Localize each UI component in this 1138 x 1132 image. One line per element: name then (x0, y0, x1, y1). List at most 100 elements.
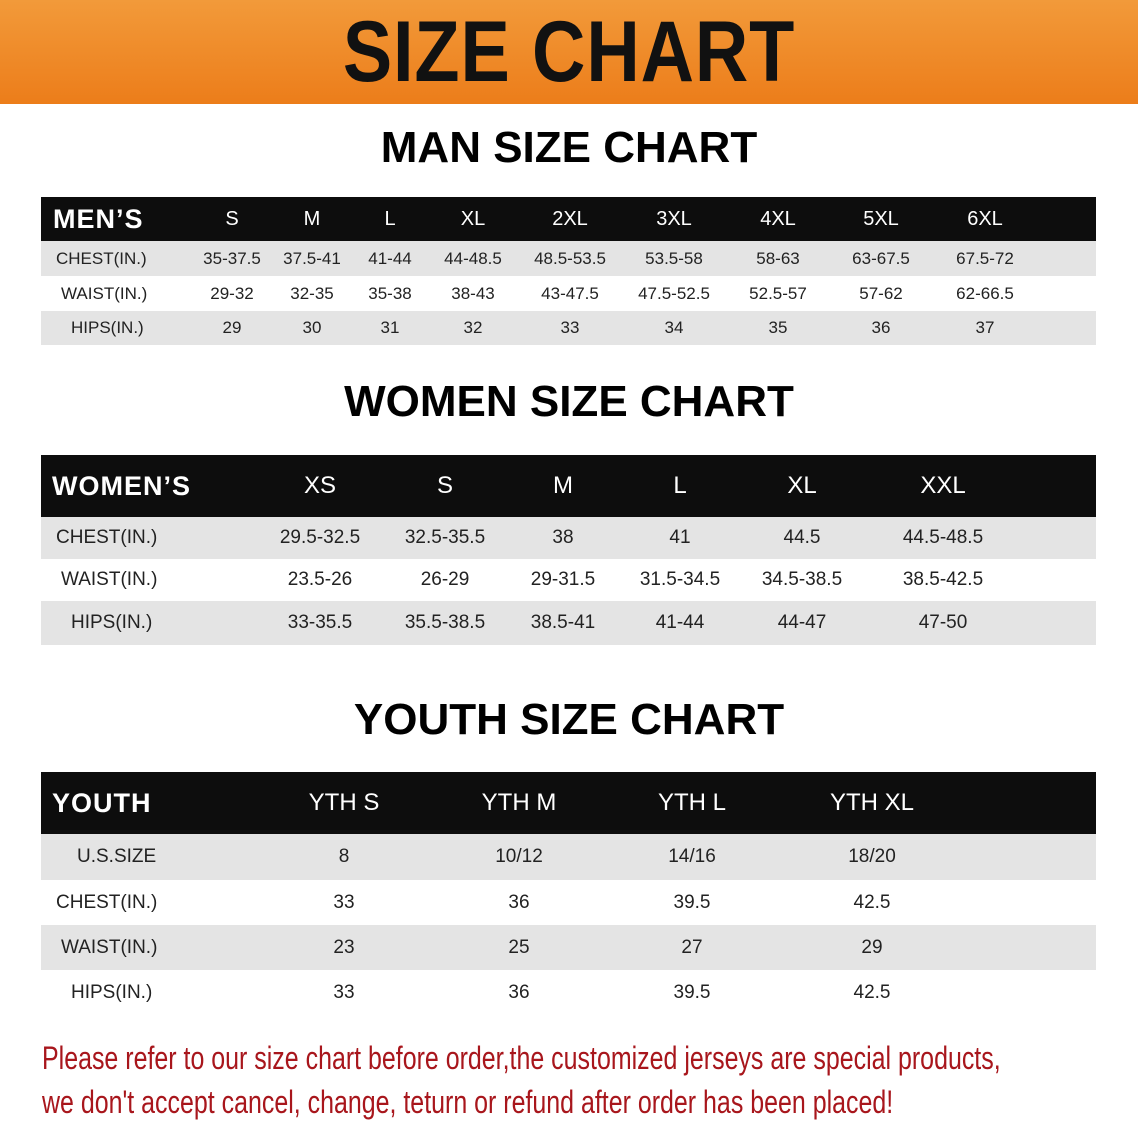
measurement-label: U.S.SIZE (77, 846, 157, 867)
table-cell: 32-35 (290, 283, 334, 303)
banner: SIZE CHART (0, 0, 1138, 104)
table-header-row: WOMEN’S XS S M L XL XXL (41, 455, 1096, 517)
women-heading: WOMEN SIZE CHART (344, 377, 794, 426)
table-title-cell: WOMEN’S (52, 470, 191, 501)
measurement-label: CHEST(IN.) (56, 527, 158, 548)
table-cell: 31.5-34.5 (639, 569, 721, 590)
table-cell: 29 (861, 936, 883, 958)
table-cell: 44-48.5 (444, 248, 502, 268)
table-row: CHEST(IN.) 33 36 39.5 42.5 (41, 880, 1096, 925)
table-cell: 35-38 (368, 283, 412, 303)
table-cell: 33-35.5 (287, 612, 353, 633)
table-cell: 30 (302, 318, 322, 337)
table-cell: 57-62 (859, 283, 903, 303)
measurement-label: WAIST(IN.) (61, 936, 158, 958)
size-header-cell: YTH M (481, 789, 557, 816)
size-header-cell: XS (303, 472, 337, 499)
table-cell: 48.5-53.5 (534, 248, 606, 268)
table-row: CHEST(IN.) 35-37.5 37.5-41 41-44 44-48.5 48.5… (41, 241, 1096, 276)
table-title-cell: YOUTH (52, 787, 152, 818)
table-cell: 41-44 (655, 612, 705, 633)
measurement-label: CHEST(IN.) (56, 891, 158, 913)
size-header-cell: XL (787, 472, 817, 499)
policy-note-line-2: we don't accept cancel, change, teturn o… (42, 1084, 894, 1120)
table-cell: 42.5 (853, 981, 891, 1003)
table-cell: 41-44 (368, 248, 412, 268)
table-cell: 35.5-38.5 (404, 612, 486, 633)
table-row: HIPS(IN.) 29 30 31 32 33 34 35 36 37 (41, 311, 1096, 345)
table-cell: 32.5-35.5 (404, 527, 486, 548)
table-cell: 38-43 (451, 283, 495, 303)
size-header-cell: 5XL (863, 207, 899, 230)
table-cell: 33 (333, 981, 355, 1003)
table-cell: 44.5 (783, 527, 821, 548)
table-cell: 29-32 (210, 283, 254, 303)
measurement-label: HIPS(IN.) (71, 612, 153, 633)
measurement-label: HIPS(IN.) (71, 981, 153, 1003)
policy-note-line-1: Please refer to our size chart before or… (42, 1040, 1001, 1076)
table-cell: 36 (508, 891, 530, 913)
size-header-cell: 3XL (656, 207, 692, 230)
men-size-table: MEN’S S M L XL 2XL 3XL 4XL 5XL 6XL CHEST(IN.) 35-37… (41, 197, 1096, 345)
table-cell: 29 (222, 318, 242, 337)
table-row: WAIST(IN.) 23.5-26 26-29 29-31.5 31.5-34.5 34… (41, 559, 1096, 601)
table-row: CHEST(IN.) 29.5-32.5 32.5-35.5 38 41 44.5 44.5… (41, 517, 1096, 559)
table-cell: 38.5-42.5 (902, 569, 984, 590)
table-cell: 63-67.5 (852, 248, 910, 268)
table-header-row: MEN’S S M L XL 2XL 3XL 4XL 5XL 6XL (41, 197, 1096, 241)
size-header-cell: XXL (920, 472, 966, 499)
table-cell: 58-63 (756, 248, 800, 268)
table-cell: 43-47.5 (541, 283, 599, 303)
table-cell: 29.5-32.5 (279, 527, 361, 548)
size-header-cell: L (384, 207, 396, 230)
table-cell: 35-37.5 (203, 248, 261, 268)
size-header-cell: L (673, 472, 687, 499)
table-cell: 37 (975, 318, 995, 337)
table-row: HIPS(IN.) 33-35.5 35.5-38.5 38.5-41 41-44 44-… (41, 601, 1096, 645)
table-cell: 47.5-52.5 (638, 283, 710, 303)
table-cell: 31 (380, 318, 400, 337)
table-cell: 38.5-41 (530, 612, 596, 633)
table-cell: 44-47 (777, 612, 827, 633)
table-cell: 67.5-72 (956, 248, 1014, 268)
youth-heading: YOUTH SIZE CHART (353, 695, 785, 744)
table-cell: 62-66.5 (956, 283, 1014, 303)
table-cell: 25 (508, 936, 530, 958)
table-cell: 52.5-57 (749, 283, 807, 303)
table-cell: 47-50 (918, 612, 968, 633)
table-cell: 14/16 (668, 846, 716, 867)
table-title-cell: MEN’S (53, 203, 144, 234)
table-cell: 32 (463, 318, 483, 337)
table-cell: 38 (552, 527, 574, 548)
table-row: HIPS(IN.) 33 36 39.5 42.5 (41, 970, 1096, 1015)
size-header-cell: XL (460, 207, 486, 230)
table-cell: 33 (333, 891, 355, 913)
size-header-cell: M (303, 207, 321, 230)
size-header-cell: YTH XL (829, 789, 915, 816)
table-cell: 23.5-26 (287, 569, 353, 590)
table-cell: 33 (560, 318, 580, 337)
size-header-cell: S (225, 207, 239, 230)
size-header-cell: M (553, 472, 573, 499)
measurement-label: WAIST(IN.) (61, 569, 158, 590)
table-row: U.S.SIZE 8 10/12 14/16 18/20 (41, 834, 1096, 880)
table-cell: 18/20 (848, 846, 896, 867)
women-size-table: WOMEN’S XS S M L XL XXL CHEST(IN.) 29.5-32.5 32.5… (41, 455, 1096, 645)
table-cell: 34.5-38.5 (761, 569, 843, 590)
men-heading: MAN SIZE CHART (380, 123, 758, 172)
measurement-label: CHEST(IN.) (56, 248, 147, 268)
measurement-label: HIPS(IN.) (71, 318, 144, 337)
size-header-cell: YTH S (308, 789, 380, 816)
table-cell: 34 (664, 318, 684, 337)
table-cell: 29-31.5 (530, 569, 596, 590)
measurement-label: WAIST(IN.) (61, 283, 148, 303)
table-cell: 10/12 (495, 846, 543, 867)
table-cell: 36 (871, 318, 891, 337)
table-cell: 35 (768, 318, 788, 337)
table-cell: 44.5-48.5 (902, 527, 984, 548)
size-header-cell: YTH L (657, 789, 727, 816)
table-cell: 8 (338, 846, 350, 867)
table-cell: 39.5 (673, 891, 711, 913)
table-cell: 23 (333, 936, 355, 958)
size-header-cell: S (436, 472, 454, 499)
